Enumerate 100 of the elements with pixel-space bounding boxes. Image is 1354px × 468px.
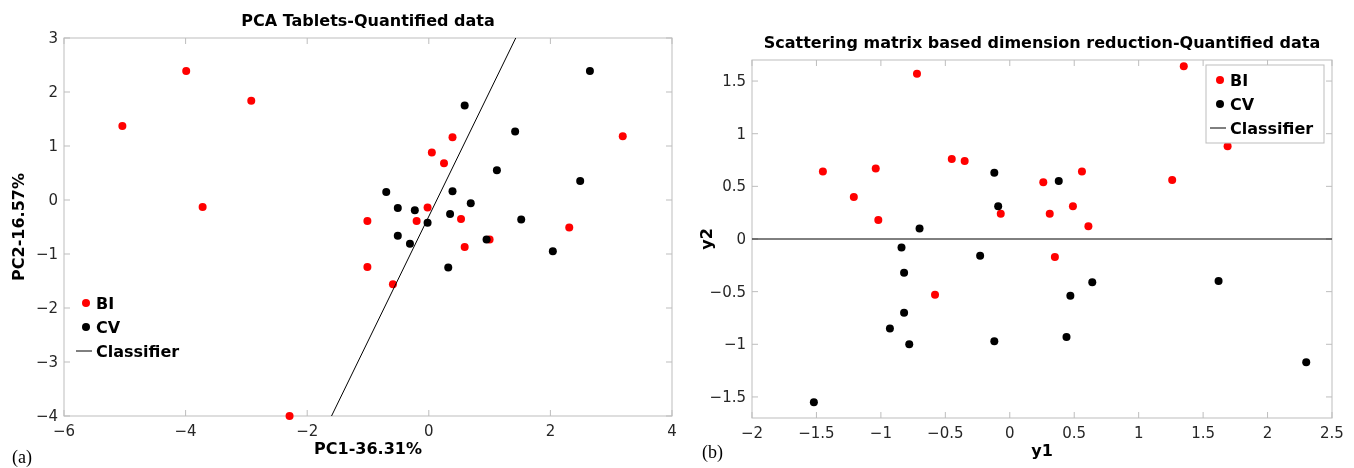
x-tick-label: −1.5: [798, 424, 835, 442]
point: [285, 412, 294, 420]
chart-title: PCA Tablets-Quantified data: [241, 11, 495, 30]
point: [809, 398, 818, 407]
x-tick-label: −0.5: [927, 424, 964, 442]
x-tick-label: 2.5: [1320, 424, 1344, 442]
point: [198, 203, 207, 212]
point: [1054, 177, 1063, 186]
point: [393, 231, 402, 240]
y-axis-title: y2: [697, 228, 716, 250]
point: [1062, 332, 1071, 341]
point: [460, 101, 469, 110]
point: [363, 262, 372, 271]
point: [912, 69, 921, 78]
point: [517, 215, 526, 224]
y-tick-label: 1.5: [722, 72, 746, 91]
x-tick-label: −6: [52, 422, 76, 440]
point: [466, 199, 475, 208]
point: [885, 324, 894, 333]
y-tick-label: −2: [35, 299, 58, 317]
legend-label: CV: [1230, 95, 1255, 114]
y-tick-label: 0: [736, 230, 746, 248]
point: [1088, 278, 1097, 287]
x-axis-title: PC1-36.31%: [314, 439, 422, 458]
point: [915, 224, 924, 233]
point: [1168, 176, 1177, 185]
legend-label: Classifier: [1230, 119, 1314, 138]
point: [448, 133, 457, 142]
point: [960, 157, 969, 166]
x-tick-label: 1: [1133, 424, 1144, 442]
point: [363, 217, 372, 226]
x-tick-label: 2: [545, 422, 556, 440]
point: [874, 216, 883, 225]
point: [1077, 167, 1086, 176]
point: [457, 214, 466, 223]
point: [931, 290, 940, 299]
point: [460, 242, 469, 251]
point: [382, 187, 391, 196]
point: [446, 210, 455, 219]
x-tick-label: 4: [667, 422, 677, 440]
point: [1068, 202, 1077, 211]
point: [423, 203, 432, 212]
point: [994, 202, 1003, 211]
point: [990, 168, 999, 177]
y-tick-label: 2: [48, 83, 58, 101]
x-tick-label: 0: [424, 422, 434, 440]
point: [996, 209, 1005, 218]
point: [1302, 358, 1311, 367]
point: [976, 251, 985, 260]
y-tick-label: 3: [48, 29, 58, 47]
point: [448, 187, 457, 196]
legend-label: BI: [96, 294, 115, 313]
x-tick-label: 2: [1262, 424, 1273, 442]
point: [405, 239, 414, 248]
y-tick-label: −4: [35, 407, 58, 425]
point: [427, 148, 436, 157]
point: [990, 337, 999, 346]
point: [905, 340, 914, 349]
point: [565, 223, 574, 232]
point: [393, 204, 402, 213]
x-tick-label: 0: [1005, 424, 1015, 442]
x-tick-label: −2: [296, 422, 319, 440]
text: (a): [12, 447, 32, 468]
y-tick-label: −0.5: [709, 282, 746, 301]
point: [440, 159, 448, 168]
point: [511, 127, 520, 136]
point: [1214, 277, 1223, 286]
x-tick-label: −4: [174, 422, 197, 440]
point: [182, 66, 191, 75]
legend-label: CV: [96, 318, 121, 337]
point: [412, 217, 421, 226]
x-tick-label: 1.5: [1191, 424, 1216, 442]
point: [548, 247, 557, 256]
point: [576, 177, 585, 186]
chart-title: Scattering matrix based dimension reduction-Quantified data: [763, 33, 1321, 52]
point: [818, 167, 827, 176]
point: [1066, 291, 1075, 300]
point: [1039, 178, 1048, 187]
y-tick-label: −1: [35, 245, 58, 263]
y-tick-label: 0.5: [722, 177, 746, 196]
point: [871, 164, 880, 173]
x-axis-title: y1: [1031, 441, 1053, 460]
point: [1050, 252, 1059, 261]
legend-label: Classifier: [96, 342, 180, 361]
point: [618, 132, 627, 141]
point: [1179, 62, 1188, 71]
point: [118, 122, 127, 131]
point: [900, 308, 909, 317]
point: [247, 96, 256, 105]
y-tick-label: −1: [723, 335, 746, 354]
y-tick-label: 0: [48, 191, 58, 209]
y-axis-title: PC2-16.57%: [9, 173, 28, 281]
point: [897, 243, 906, 252]
y-tick-label: 1: [736, 124, 746, 143]
point: [1045, 209, 1054, 218]
point: [492, 166, 501, 175]
point: [947, 154, 956, 163]
y-tick-label: −3: [35, 353, 58, 371]
point: [444, 263, 453, 272]
point: [1084, 222, 1093, 231]
